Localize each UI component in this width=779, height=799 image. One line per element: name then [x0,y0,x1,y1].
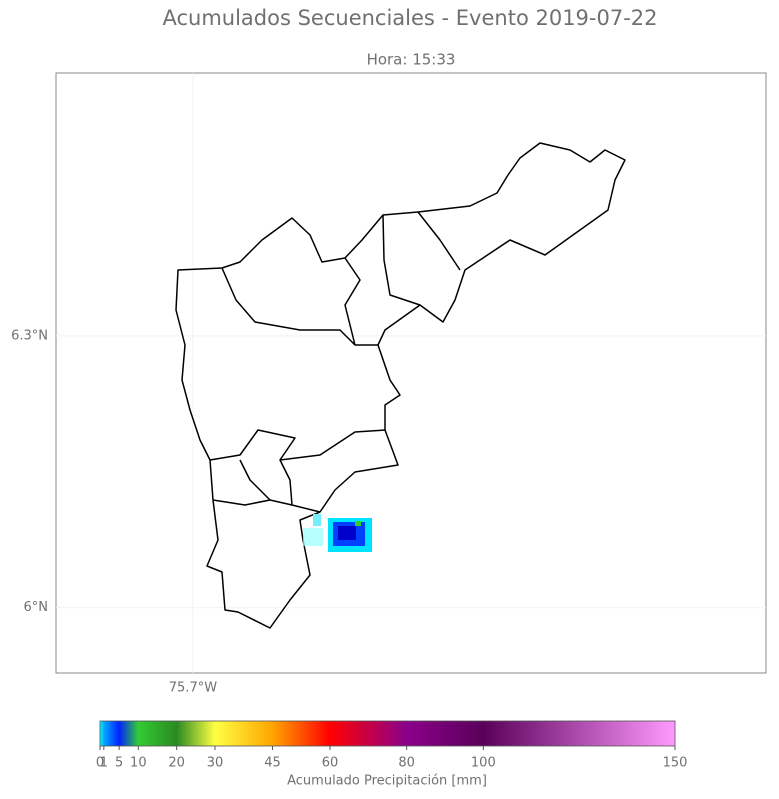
y-tick-label: 6.3°N [11,328,48,343]
colorbar-tick-label: 30 [207,756,224,771]
municipal-boundaries [209,211,461,513]
colorbar-tick-label: 60 [322,756,339,771]
x-tick-label: 75.7°W [169,681,217,696]
y-tick-label: 6°N [24,600,49,615]
colorbar-tick-label: 20 [168,756,185,771]
colorbar-tick-label: 10 [130,756,147,771]
colorbar-tick-label: 100 [471,756,496,771]
colorbar-label: Acumulado Precipitación [mm] [287,774,487,789]
precipitation-field [303,514,372,552]
subtitle: Hora: 15:33 [367,51,456,69]
colorbar-tick-label: 1 [100,756,108,771]
colorbar-tick-label: 45 [264,756,281,771]
title: Acumulados Secuenciales - Evento 2019-07… [162,6,657,30]
map-frame [55,72,767,674]
colorbar-tick-label: 5 [115,756,123,771]
colorbar-tick-label: 0 [96,756,104,771]
colorbar-tick-label: 150 [663,756,688,771]
colorbar [99,720,676,747]
grid [56,73,766,673]
colorbar-tick-label: 80 [398,756,415,771]
